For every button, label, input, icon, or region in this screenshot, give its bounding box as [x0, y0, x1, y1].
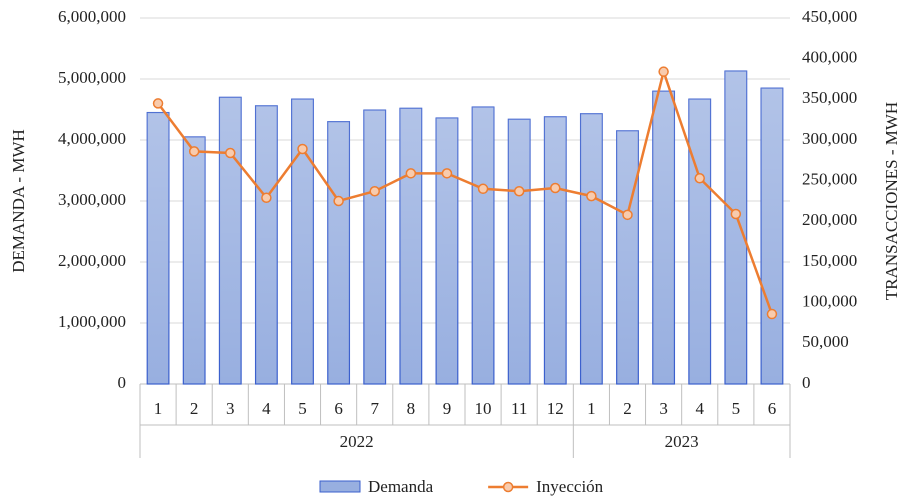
x-tick-label: 1: [154, 399, 163, 418]
line-marker: [586, 190, 597, 202]
y2-tick-label: 0: [802, 373, 811, 392]
line-marker: [694, 172, 705, 184]
x-tick-label: 2: [623, 399, 632, 418]
y2-tick-label: 450,000: [802, 7, 857, 26]
y2-tick-label: 200,000: [802, 210, 857, 229]
bar-shade: [725, 71, 747, 384]
line-marker: [730, 208, 742, 220]
x-tick-label: 10: [475, 399, 492, 418]
y-tick-label: 0: [118, 373, 127, 392]
bar-shade: [400, 108, 422, 384]
line-marker: [261, 192, 272, 203]
line-marker: [369, 185, 380, 197]
bar-shade: [761, 88, 783, 385]
line-marker: [405, 168, 417, 179]
bar-shade: [616, 130, 639, 384]
line: [157, 67, 774, 315]
bar-shade: [363, 110, 386, 385]
group-label: 2023: [665, 432, 699, 451]
bar-shade: [255, 105, 278, 384]
x-tick-label: 3: [226, 399, 235, 418]
x-tick-label: 5: [732, 399, 741, 418]
line-marker: [441, 168, 453, 179]
group-label: 2022: [340, 432, 374, 451]
y-tick-label: 6,000,000: [58, 7, 126, 26]
bar-shade: [544, 116, 567, 384]
y2-tick-label: 350,000: [802, 88, 857, 107]
x-tick-label: 12: [547, 399, 564, 418]
line-marker: [188, 146, 200, 157]
x-tick-label: 5: [298, 399, 307, 418]
bar-shade: [436, 118, 458, 384]
bar-shade: [652, 91, 675, 384]
y-tick-label: 2,000,000: [58, 251, 126, 270]
line-marker: [297, 143, 308, 155]
bar-shade: [147, 112, 169, 385]
y-tick-label: 1,000,000: [58, 312, 126, 331]
legend-swatch: [319, 480, 361, 493]
bar-shade: [508, 119, 530, 384]
x-tick-label: 8: [407, 399, 416, 418]
line-marker: [550, 182, 561, 194]
y-tick-label: 5,000,000: [58, 68, 126, 87]
bar-shade: [688, 99, 711, 384]
bar-shade: [472, 107, 494, 384]
y2-tick-label: 250,000: [802, 170, 857, 189]
x-tick-label: 11: [511, 399, 527, 418]
bar-shade: [580, 113, 603, 385]
bar-shade: [327, 121, 350, 384]
bar-shade: [219, 97, 242, 385]
legend-label: Demanda: [368, 477, 434, 496]
x-tick-label: 2: [190, 399, 199, 418]
y2-tick-label: 50,000: [802, 332, 849, 351]
y2-tick-label: 150,000: [802, 251, 857, 270]
legend-marker: [502, 481, 514, 493]
line-marker: [152, 98, 164, 109]
x-tick-label: 3: [659, 399, 668, 418]
bar-shade: [183, 136, 205, 384]
line-marker: [766, 308, 778, 320]
line-marker: [622, 209, 633, 221]
line-marker: [333, 195, 344, 207]
y2-tick-label: 400,000: [802, 48, 857, 67]
line-marker: [477, 183, 489, 195]
y2-tick-label: 100,000: [802, 292, 857, 311]
bar-shade: [291, 99, 314, 384]
y-axis-title: DEMANDA - MWH: [9, 129, 28, 273]
x-tick-label: 9: [443, 399, 452, 418]
x-tick-label: 6: [334, 399, 343, 418]
x-tick-label: 6: [768, 399, 777, 418]
x-tick-label: 4: [695, 399, 704, 418]
x-tick-label: 4: [262, 399, 271, 418]
y2-tick-label: 300,000: [802, 129, 857, 148]
line-marker: [658, 66, 669, 77]
y2-axis-title: TRANSACCIONES - MWH: [882, 102, 901, 300]
legend-label: Inyección: [536, 477, 604, 496]
x-tick-label: 7: [370, 399, 379, 418]
x-tick-label: 1: [587, 399, 596, 418]
line-marker: [225, 147, 236, 159]
y-tick-label: 3,000,000: [58, 190, 126, 209]
y-tick-label: 4,000,000: [58, 129, 126, 148]
line-marker: [513, 185, 525, 197]
